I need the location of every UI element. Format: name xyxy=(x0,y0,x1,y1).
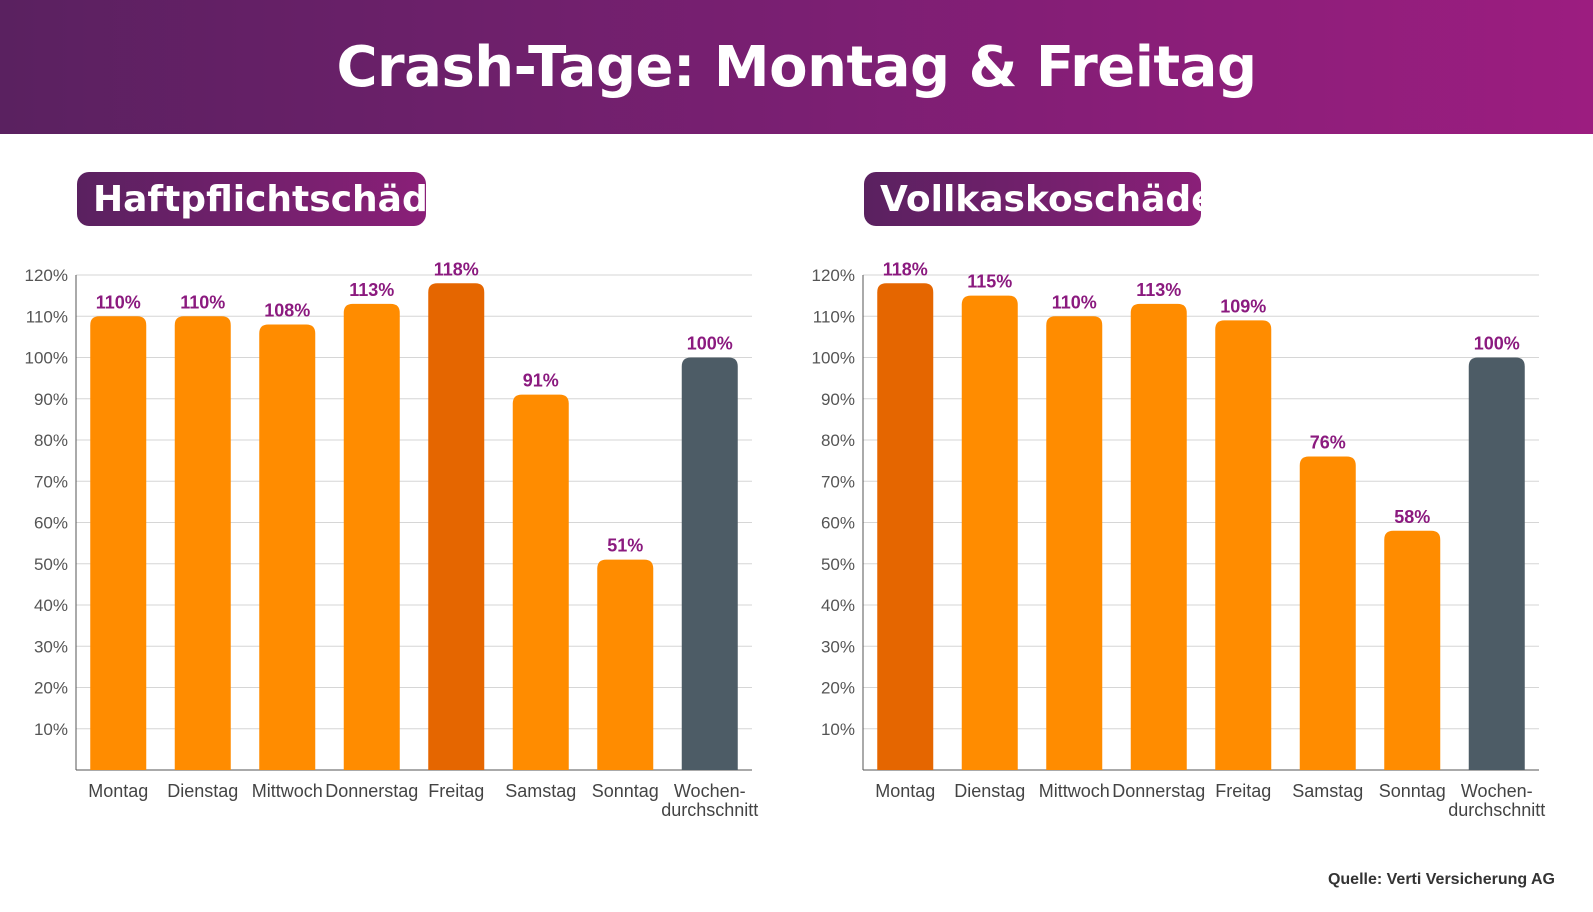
y-tick-label: 30% xyxy=(34,637,68,656)
x-tick-label: Samstag xyxy=(505,781,576,801)
bar xyxy=(174,316,231,770)
y-tick-label: 60% xyxy=(34,514,68,533)
x-tick-label: Mittwoch xyxy=(252,781,323,801)
x-tick-label: Samstag xyxy=(1292,781,1363,801)
data-label: 108% xyxy=(264,301,310,321)
y-tick-label: 20% xyxy=(34,679,68,698)
data-label: 118% xyxy=(434,259,479,279)
bar xyxy=(1215,320,1272,770)
x-tick-label: Wochen-durchschnitt xyxy=(1448,781,1545,820)
data-label: 110% xyxy=(180,292,225,312)
x-tick-label: Mittwoch xyxy=(1039,781,1110,801)
y-tick-label: 60% xyxy=(821,514,855,533)
bar xyxy=(1046,316,1103,770)
chart-haftpflicht: 10% 20% 30% 40% 50% 60% 70% 80% 90% 100% 110% 120% 1… xyxy=(25,259,759,820)
bar xyxy=(961,295,1018,770)
data-label: 115% xyxy=(967,272,1012,292)
x-tick-label: Dienstag xyxy=(954,781,1025,801)
y-tick-label: 30% xyxy=(821,637,855,656)
y-tick-label: 70% xyxy=(821,472,855,491)
y-tick-label: 100% xyxy=(812,349,855,368)
data-label: 58% xyxy=(1394,507,1430,527)
data-label: 110% xyxy=(96,292,141,312)
bar xyxy=(877,283,934,770)
bar xyxy=(597,559,654,770)
data-label: 100% xyxy=(687,334,733,354)
y-tick-label: 100% xyxy=(25,349,68,368)
data-label: 100% xyxy=(1474,334,1520,354)
bar xyxy=(1468,357,1525,770)
data-label: 76% xyxy=(1310,433,1346,453)
y-tick-label: 20% xyxy=(821,679,855,698)
x-tick-label: Freitag xyxy=(1215,781,1271,801)
x-tick-label: Sonntag xyxy=(1379,781,1446,801)
y-tick-label: 120% xyxy=(25,266,68,285)
y-tick-label: 80% xyxy=(821,431,855,450)
data-label: 51% xyxy=(607,536,643,556)
y-tick-label: 70% xyxy=(34,472,68,491)
x-tick-label: Donnerstag xyxy=(1112,781,1205,801)
bar xyxy=(343,303,400,770)
data-label: 113% xyxy=(349,280,394,300)
x-tick-label: Freitag xyxy=(428,781,484,801)
chart-title-haftpflicht: Haftpflichtschäden xyxy=(77,172,478,226)
y-tick-label: 110% xyxy=(813,307,855,326)
bar xyxy=(428,283,485,770)
data-label: 109% xyxy=(1220,296,1266,316)
bar xyxy=(259,324,316,770)
y-tick-label: 90% xyxy=(34,390,68,409)
y-tick-label: 90% xyxy=(821,390,855,409)
y-tick-label: 50% xyxy=(34,555,68,574)
x-tick-label: Dienstag xyxy=(167,781,238,801)
chart-title-vollkasko: Vollkaskoschäden xyxy=(864,172,1241,226)
data-label: 118% xyxy=(883,259,928,279)
y-tick-label: 120% xyxy=(812,266,855,285)
bar xyxy=(512,394,569,770)
bar xyxy=(1130,303,1187,770)
chart-vollkasko: 10% 20% 30% 40% 50% 60% 70% 80% 90% 100% 110% 120% 1… xyxy=(812,259,1546,820)
page-title: Crash-Tage: Montag & Freitag xyxy=(336,34,1257,100)
y-tick-label: 40% xyxy=(821,596,855,615)
x-tick-label: Donnerstag xyxy=(325,781,418,801)
bar xyxy=(1299,456,1356,770)
bar xyxy=(90,316,147,770)
x-tick-label: Sonntag xyxy=(592,781,659,801)
y-tick-label: 50% xyxy=(821,555,855,574)
y-tick-label: 10% xyxy=(34,720,68,739)
y-tick-label: 40% xyxy=(34,596,68,615)
x-tick-label: Montag xyxy=(88,781,148,801)
data-label: 113% xyxy=(1136,280,1181,300)
header-banner: Crash-Tage: Montag & Freitag xyxy=(0,0,1593,134)
data-label: 91% xyxy=(523,371,559,391)
y-tick-label: 10% xyxy=(821,720,855,739)
x-tick-label: Montag xyxy=(875,781,935,801)
y-tick-label: 80% xyxy=(34,431,68,450)
bar xyxy=(1384,530,1441,770)
x-tick-label: Wochen-durchschnitt xyxy=(661,781,758,820)
data-label: 110% xyxy=(1052,292,1097,312)
y-tick-label: 110% xyxy=(26,307,68,326)
source-note: Quelle: Verti Versicherung AG xyxy=(1327,871,1555,888)
bar xyxy=(681,357,738,770)
